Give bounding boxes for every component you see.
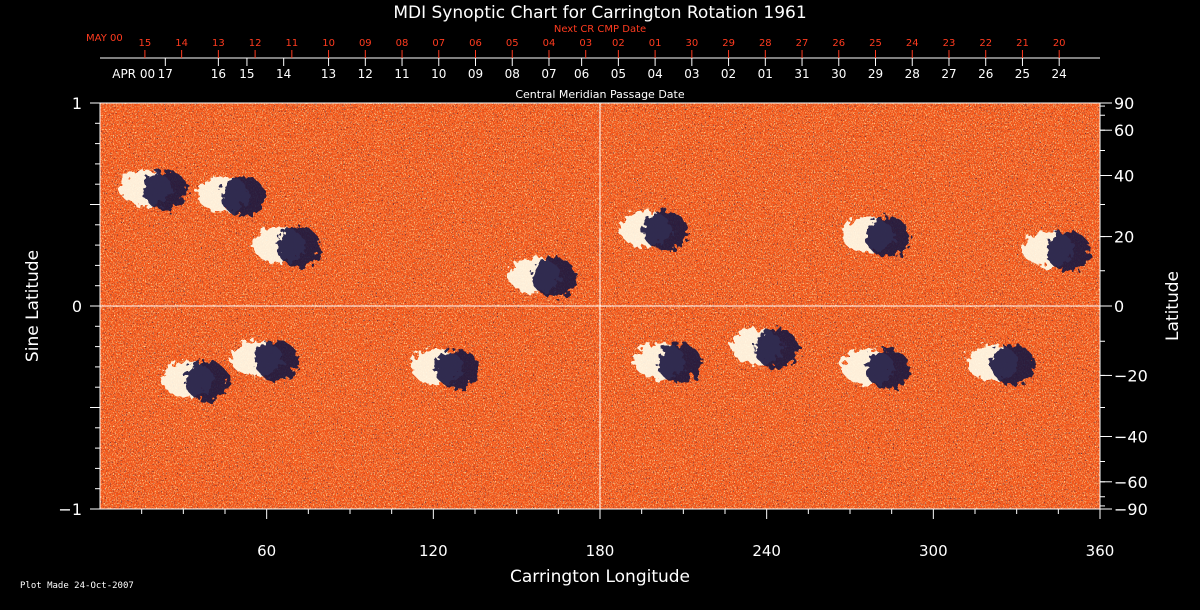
cmp-date-label: 08 xyxy=(505,67,520,81)
x-axis: 60 120 180 240 300 360 xyxy=(141,509,1115,560)
active-region-negative xyxy=(754,328,799,369)
cmp-date-label: 28 xyxy=(905,67,920,81)
next-cr-date-label: 13 xyxy=(212,38,225,49)
y-axis: 1 0 −1 xyxy=(58,94,100,519)
latitude-tick-label: −20 xyxy=(1114,366,1148,385)
latitude-tick-label: −60 xyxy=(1114,473,1148,492)
cmp-date-label: 01 xyxy=(758,67,773,81)
active-region-negative xyxy=(221,176,266,217)
cmp-date-label: 25 xyxy=(1015,67,1030,81)
x-tick-label: 240 xyxy=(752,542,781,560)
latitude-tick-label: 90 xyxy=(1114,94,1134,113)
cmp-date-label: 02 xyxy=(721,67,736,81)
latitude-tick-label: 0 xyxy=(1114,297,1124,316)
active-region-negative xyxy=(185,361,230,402)
cmp-date-label: 14 xyxy=(276,67,291,81)
next-cr-date-label: 28 xyxy=(759,38,772,49)
next-cr-date-label: 26 xyxy=(832,38,845,49)
next-cr-date-label: 07 xyxy=(432,38,445,49)
next-cr-date-label: 01 xyxy=(649,38,662,49)
next-cr-date-label: 10 xyxy=(322,38,335,49)
next-cr-date-label: 04 xyxy=(543,38,556,49)
cmp-date-label: 05 xyxy=(611,67,626,81)
latitude-tick-label: −40 xyxy=(1114,427,1148,446)
next-cr-date-label: 20 xyxy=(1053,38,1066,49)
x-tick-label: 60 xyxy=(257,542,276,560)
y-axis-label: Sine Latitude xyxy=(23,250,43,362)
cmp-date-label: 11 xyxy=(394,67,409,81)
cmp-date-label: 10 xyxy=(431,67,446,81)
x-axis-label: Carrington Longitude xyxy=(510,567,690,587)
next-cr-date-label: 25 xyxy=(869,38,882,49)
next-cr-date-label: 29 xyxy=(722,38,735,49)
cmp-month-label: APR 00 xyxy=(112,67,155,81)
cmp-date-label: 30 xyxy=(831,67,846,81)
y-tick-label: 1 xyxy=(72,94,82,113)
next-cr-date-label: 23 xyxy=(943,38,956,49)
next-cr-month-label: MAY 00 xyxy=(86,33,123,44)
active-region-negative xyxy=(435,348,480,389)
active-region-negative xyxy=(865,348,910,389)
next-cr-date-label: 06 xyxy=(469,38,482,49)
y-tick-label: −1 xyxy=(58,500,82,519)
active-region-negative xyxy=(643,210,688,251)
cmp-date-label: 06 xyxy=(574,67,589,81)
next-cr-date-label: 15 xyxy=(139,38,152,49)
cmp-date-label: 04 xyxy=(647,67,662,81)
cmp-date-label: 07 xyxy=(541,67,556,81)
latitude-tick-label: 20 xyxy=(1114,228,1134,247)
cmp-date-label: 27 xyxy=(941,67,956,81)
x-tick-label: 360 xyxy=(1086,542,1115,560)
latitude-axis-label: Latitude xyxy=(1163,271,1183,341)
cmp-date-label: 12 xyxy=(358,67,373,81)
cmp-date-label: 03 xyxy=(684,67,699,81)
active-region-negative xyxy=(276,227,321,268)
latitude-tick-label: −90 xyxy=(1114,500,1148,519)
next-cr-date-label: 30 xyxy=(685,38,698,49)
x-tick-label: 120 xyxy=(419,542,448,560)
plot-made-note: Plot Made 24-Oct-2007 xyxy=(20,581,134,591)
chart-title: MDI Synoptic Chart for Carrington Rotati… xyxy=(393,3,806,23)
cmp-date-label: 16 xyxy=(211,67,226,81)
next-cr-date-label: 21 xyxy=(1016,38,1029,49)
next-cr-date-label: 24 xyxy=(906,38,919,49)
cmp-date-label: 31 xyxy=(794,67,809,81)
next-cr-date-label: 09 xyxy=(359,38,372,49)
latitude-axis: 90 60 40 20 0 −20 −40 −60 −90 xyxy=(1100,94,1148,519)
active-region-negative xyxy=(990,344,1035,385)
cmp-axis-label: Central Meridian Passage Date xyxy=(515,88,684,101)
next-cr-date-label: 05 xyxy=(506,38,519,49)
active-region-negative xyxy=(254,340,299,381)
magnetogram-plot xyxy=(99,102,1101,510)
cmp-date-label: 24 xyxy=(1052,67,1067,81)
x-tick-label: 300 xyxy=(919,542,948,560)
cmp-date-label: 17 xyxy=(158,67,173,81)
active-region-negative xyxy=(143,170,188,211)
next-cr-date-label: 03 xyxy=(579,38,592,49)
cmp-date-axes: 15 14 13 12 11 10 09 08 07 06 05 04 03 02 01 30 29 28 27 26… xyxy=(86,24,1100,101)
cmp-date-label: 26 xyxy=(978,67,993,81)
next-cr-date-label: 12 xyxy=(249,38,262,49)
cmp-date-label: 09 xyxy=(468,67,483,81)
next-cr-date-label: 22 xyxy=(979,38,992,49)
active-region-negative xyxy=(657,342,702,383)
next-cr-date-label: 02 xyxy=(612,38,625,49)
next-cr-date-label: 27 xyxy=(796,38,809,49)
x-tick-label: 180 xyxy=(586,542,615,560)
next-cr-date-label: 11 xyxy=(285,38,298,49)
next-cr-date-label: 08 xyxy=(396,38,409,49)
next-cr-date-label: 14 xyxy=(175,38,188,49)
next-cr-axis-label: Next CR CMP Date xyxy=(554,24,646,35)
latitude-tick-label: 40 xyxy=(1114,167,1134,186)
cmp-date-label: 15 xyxy=(239,67,254,81)
cmp-date-label: 13 xyxy=(321,67,336,81)
y-tick-label: 0 xyxy=(72,297,82,316)
active-region-negative xyxy=(1046,231,1091,272)
cmp-date-label: 29 xyxy=(868,67,883,81)
active-regions xyxy=(119,170,1091,402)
latitude-tick-label: 60 xyxy=(1114,121,1134,140)
active-region-negative xyxy=(865,216,910,257)
active-region-negative xyxy=(532,257,577,298)
